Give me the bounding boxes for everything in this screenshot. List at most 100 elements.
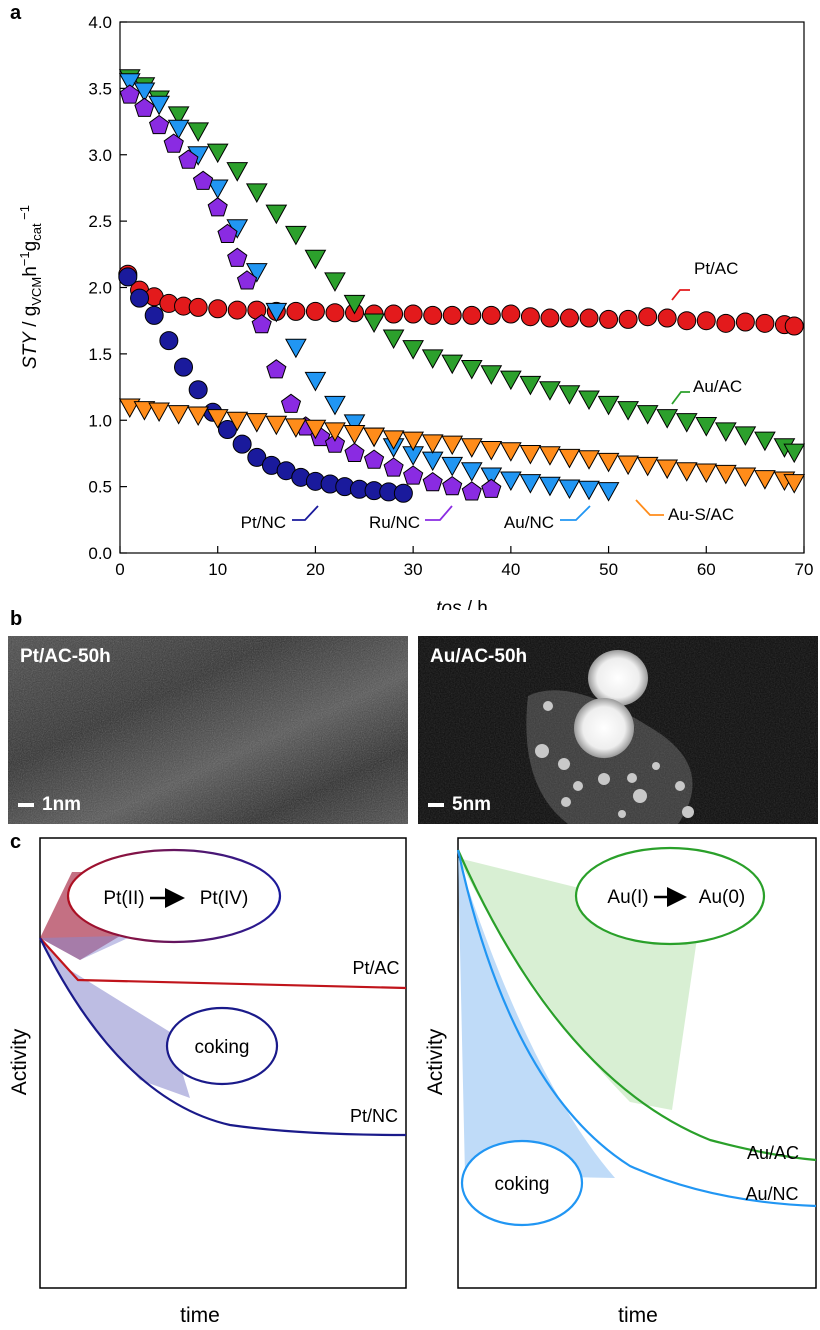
y-tick-label: 2.0 (88, 279, 112, 298)
x-axis-label: time (180, 1304, 220, 1327)
data-point (343, 414, 366, 434)
series-label: Au/NC (504, 513, 554, 532)
series-label: Pt/AC (694, 259, 738, 278)
data-point (245, 183, 268, 203)
data-point (597, 395, 620, 416)
data-point (500, 370, 522, 391)
data-point (178, 149, 199, 169)
data-point (558, 385, 581, 405)
data-point (402, 431, 424, 452)
x-tick-label: 60 (697, 560, 716, 579)
x-tick-label: 0 (115, 560, 124, 579)
data-point (343, 294, 366, 315)
scale-bar: 1nm (18, 794, 81, 816)
data-point (754, 431, 776, 452)
x-tick-label: 40 (501, 560, 520, 579)
series-label: Au/AC (693, 377, 742, 396)
data-point (403, 465, 424, 485)
schematic-au: Au(I) Au(0) coking Au/AC Au/NC time Acti… (424, 837, 817, 1327)
data-point (304, 371, 327, 392)
data-point (460, 359, 483, 380)
data-point (232, 434, 252, 454)
au-i-label: Au(I) (607, 887, 648, 908)
data-point (343, 425, 366, 445)
label-leader (560, 505, 591, 521)
data-point (421, 434, 444, 454)
y-tick-label: 3.5 (88, 79, 112, 98)
panel-letter-c: c (10, 831, 22, 853)
data-point (187, 122, 210, 142)
data-point (423, 305, 443, 325)
y-axis-label: Activity (424, 1028, 447, 1095)
y-tick-label: 1.0 (88, 411, 112, 430)
data-point (226, 411, 249, 432)
data-point (265, 415, 288, 436)
data-point (363, 313, 385, 334)
data-point (578, 390, 600, 411)
pt-ac-label: Pt/AC (352, 958, 399, 978)
data-point (442, 475, 463, 496)
data-point (460, 438, 483, 458)
data-point (675, 462, 698, 482)
data-point (462, 305, 482, 325)
data-point (245, 263, 268, 283)
data-point (441, 456, 464, 477)
coking-ellipse (460, 1139, 584, 1227)
data-point (617, 455, 639, 476)
data-point (500, 442, 522, 462)
series-label: Pt/NC (241, 513, 286, 532)
y-tick-label: 4.0 (88, 13, 112, 32)
data-point (236, 270, 258, 290)
coking-label: coking (495, 1174, 550, 1195)
micrograph-pt-ac: Pt/AC-50h 1nm (8, 636, 408, 824)
au-0-label: Au(0) (699, 887, 745, 908)
data-point (251, 314, 272, 334)
data-point (363, 449, 385, 469)
y-tick-label: 0.5 (88, 478, 112, 497)
data-point (558, 479, 581, 499)
pt-nc-label: Pt/NC (350, 1106, 398, 1126)
micrograph-label: Au/AC-50h (430, 646, 528, 667)
data-point (148, 402, 170, 422)
micrograph-label: Pt/AC-50h (20, 646, 111, 667)
label-leader (292, 505, 319, 521)
schematic-pt: Pt(II) Pt(IV) coking Pt/AC Pt/NC time Ac… (8, 837, 407, 1327)
panel-letter-a: a (10, 2, 22, 24)
data-point (134, 97, 155, 117)
data-point (734, 467, 757, 488)
data-point (324, 433, 346, 453)
scale-bar: 5nm (428, 794, 491, 816)
data-point (159, 331, 179, 351)
x-axis-label: time (618, 1304, 658, 1327)
series-au-ac (118, 69, 806, 464)
data-point (133, 401, 156, 421)
y-axis-label: Activity (8, 1028, 31, 1095)
data-point (382, 430, 405, 450)
coking-ellipse (165, 1006, 279, 1086)
data-point (206, 143, 229, 164)
data-point (118, 398, 141, 419)
data-point (344, 442, 365, 462)
data-point (119, 84, 140, 104)
data-point (783, 443, 806, 464)
data-point (461, 481, 482, 501)
pt-nc-curve (39, 937, 407, 1137)
data-point (144, 305, 164, 325)
data-point (324, 272, 346, 292)
data-point (206, 179, 229, 199)
data-point (480, 365, 503, 385)
data-point (442, 305, 462, 325)
data-point (130, 288, 150, 308)
data-point (245, 413, 268, 433)
data-point (280, 393, 302, 413)
x-tick-label: 10 (208, 560, 227, 579)
data-point (382, 329, 405, 349)
pt-iv-label: Pt(IV) (200, 888, 249, 909)
data-point (393, 483, 413, 503)
data-point (783, 474, 806, 494)
data-point (441, 354, 464, 375)
data-point (695, 463, 718, 484)
data-point (118, 267, 138, 287)
data-point (226, 162, 249, 182)
data-point (265, 204, 288, 225)
